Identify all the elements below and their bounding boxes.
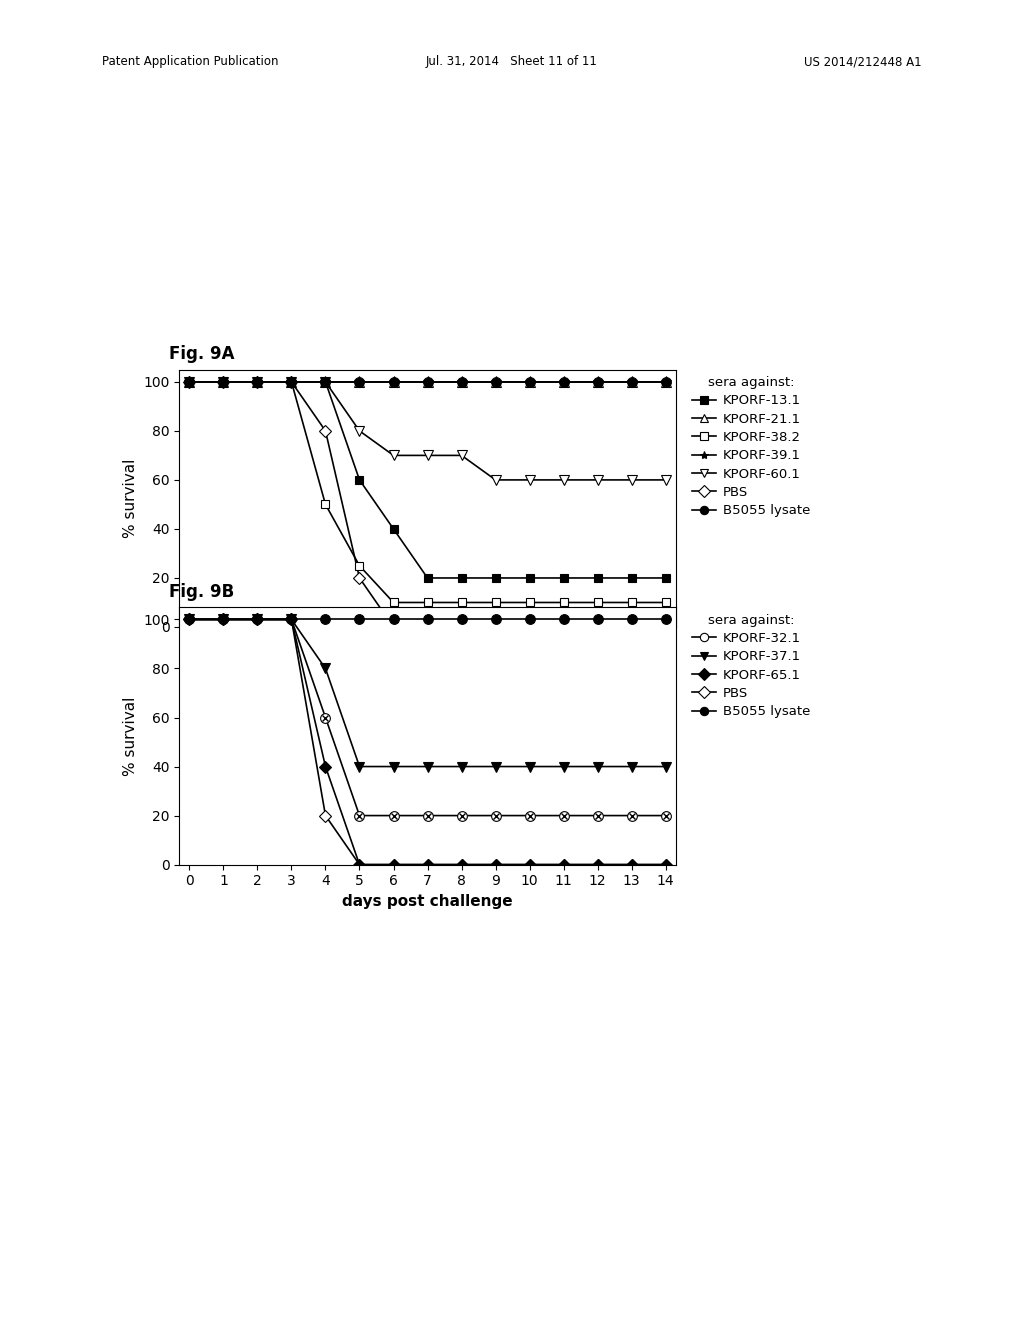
X-axis label: days post challenge: days post challenge — [342, 656, 513, 672]
Text: US 2014/212448 A1: US 2014/212448 A1 — [804, 55, 922, 69]
Text: Fig. 9A: Fig. 9A — [169, 345, 234, 363]
Text: Fig. 9B: Fig. 9B — [169, 582, 234, 601]
Text: Jul. 31, 2014   Sheet 11 of 11: Jul. 31, 2014 Sheet 11 of 11 — [426, 55, 598, 69]
Y-axis label: % survival: % survival — [123, 458, 137, 539]
Y-axis label: % survival: % survival — [123, 696, 137, 776]
Legend: KPORF-32.1, KPORF-37.1, KPORF-65.1, PBS, B5055 lysate: KPORF-32.1, KPORF-37.1, KPORF-65.1, PBS,… — [692, 614, 810, 718]
X-axis label: days post challenge: days post challenge — [342, 894, 513, 909]
Text: Patent Application Publication: Patent Application Publication — [102, 55, 279, 69]
Legend: KPORF-13.1, KPORF-21.1, KPORF-38.2, KPORF-39.1, KPORF-60.1, PBS, B5055 lysate: KPORF-13.1, KPORF-21.1, KPORF-38.2, KPOR… — [692, 376, 810, 517]
